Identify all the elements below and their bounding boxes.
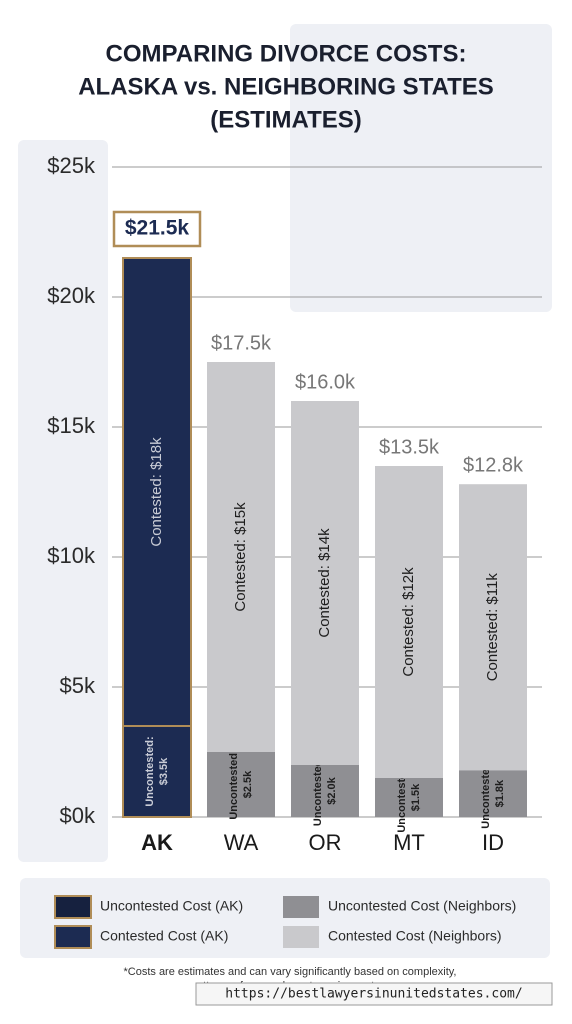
legend-label: Contested Cost (AK) <box>100 928 228 944</box>
bar-segment <box>459 484 527 771</box>
segment-label-value: $14k <box>316 528 333 565</box>
chart-title: ALASKA vs. NEIGHBORING STATES <box>78 73 494 100</box>
segment-label-name: Contested: <box>484 609 501 682</box>
bar-segment <box>207 752 275 817</box>
segment-label: Uncontested: $2.0k <box>312 756 338 826</box>
segment-label-name: Contested: <box>316 565 333 638</box>
bar-segment <box>375 466 443 778</box>
segment-label-value: $1.5k <box>410 783 422 811</box>
segment-label-value: $2.5k <box>242 770 254 798</box>
segment-label-name: Uncontested: <box>396 762 408 832</box>
x-tick-label: MT <box>393 830 425 855</box>
segment-label: Uncontested: $1.8k <box>480 758 506 828</box>
chart-title: (ESTIMATES) <box>210 106 362 133</box>
total-label: $16.0k <box>295 371 356 393</box>
total-label: $21.5k <box>125 217 190 240</box>
bar-segment <box>459 770 527 817</box>
segment-label: Contested: $14k <box>316 528 333 638</box>
segment-label-name: Uncontested: <box>312 756 324 826</box>
legend-swatch <box>54 895 92 919</box>
watermark: https://bestlawyersinunitedstates.com/ <box>225 987 522 1002</box>
total-label: $12.8k <box>463 454 524 476</box>
legend-label: Uncontested Cost (AK) <box>100 898 243 914</box>
segment-label-value: $1.8k <box>494 779 506 807</box>
y-tick-label: $0k <box>60 803 96 828</box>
segment-label-value: $3.5k <box>158 757 170 785</box>
y-tick-label: $15k <box>47 413 96 438</box>
segment-label-value: $2.0k <box>326 776 338 804</box>
segment-label: Contested: $12k <box>400 567 417 677</box>
y-tick-label: $5k <box>60 673 96 698</box>
segment-label-name: Contested: <box>148 474 165 547</box>
segment-label: Uncontested: $3.5k <box>144 736 170 806</box>
legend-label: Contested Cost (Neighbors) <box>328 928 502 944</box>
segment-label: Contested: $18k <box>148 437 165 547</box>
x-tick-label: WA <box>224 830 259 855</box>
segment-label: Uncontested: $1.5k <box>396 762 422 832</box>
x-tick-label: OR <box>309 830 342 855</box>
segment-label-name: Contested: <box>400 604 417 677</box>
bar-segment <box>291 765 359 817</box>
bar-segment <box>122 725 192 818</box>
decor-panel <box>290 24 552 312</box>
bar-segment <box>122 257 192 727</box>
total-label: $17.5k <box>211 332 272 354</box>
bar-segment <box>375 778 443 817</box>
segment-label: Contested: $11k <box>484 573 501 682</box>
watermark-box <box>195 982 553 1006</box>
segment-label-value: $11k <box>484 573 501 609</box>
chart-title: COMPARING DIVORCE COSTS: <box>106 40 467 67</box>
segment-label-name: Contested: <box>232 539 249 612</box>
total-box <box>112 210 202 248</box>
segment-label: Uncontested: $2.5k <box>228 749 254 819</box>
bar-segment <box>207 362 275 752</box>
segment-label-value: $15k <box>232 502 249 539</box>
segment-label-name: Uncontested: <box>480 758 492 828</box>
y-tick-label: $10k <box>47 543 96 568</box>
legend-label: Uncontested Cost (Neighbors) <box>328 898 516 914</box>
legend-swatch <box>283 926 319 948</box>
segment-label-name: Uncontested: <box>144 736 156 806</box>
segment-label-name: Uncontested: <box>228 749 240 819</box>
legend-swatch <box>54 925 92 949</box>
total-label: $13.5k <box>379 436 440 458</box>
y-tick-label: $20k <box>47 283 96 308</box>
footnote: *Costs are estimates and can vary signif… <box>123 966 456 978</box>
x-tick-label: AK <box>141 830 173 855</box>
segment-label-value: $12k <box>400 567 417 604</box>
bar-segment <box>291 401 359 765</box>
segment-label: Contested: $15k <box>232 502 249 612</box>
y-tick-label: $25k <box>47 153 96 178</box>
segment-label-value: $18k <box>148 437 165 474</box>
legend-swatch <box>283 896 319 918</box>
x-tick-label: ID <box>482 830 504 855</box>
axis-panel <box>18 140 108 862</box>
